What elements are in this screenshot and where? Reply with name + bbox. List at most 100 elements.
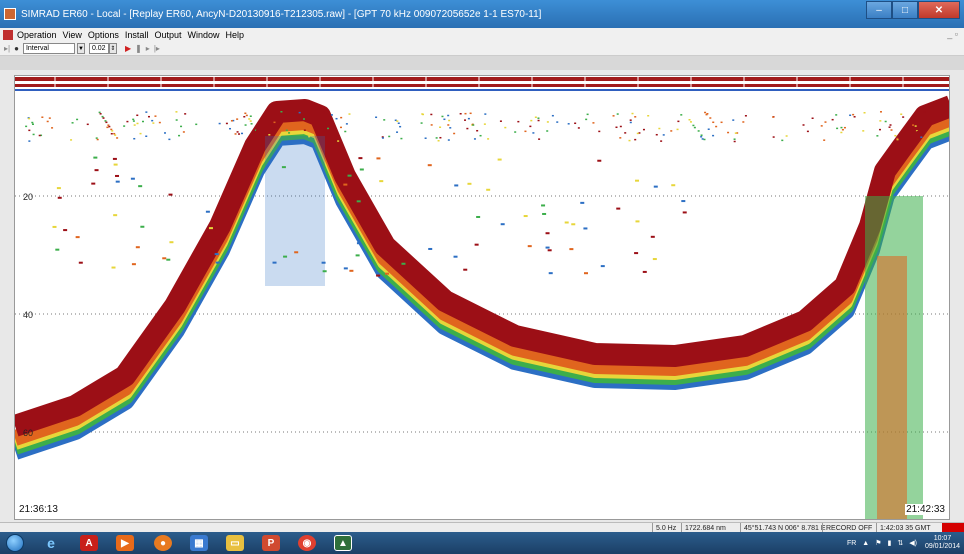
fish-echo (385, 272, 390, 275)
surface-scatter-echo (339, 126, 342, 129)
mdi-controls[interactable]: _ ▫ (947, 29, 958, 39)
surface-scatter-echo (218, 122, 221, 125)
fish-echo (542, 212, 547, 215)
surface-scatter-echo (532, 132, 535, 134)
tray-arrow-icon[interactable]: ▲ (862, 539, 870, 547)
surface-scatter-echo (705, 113, 708, 116)
surface-scatter-echo (802, 124, 805, 126)
surface-scatter-echo (40, 134, 43, 137)
network-icon[interactable]: ⇅ (897, 540, 904, 547)
fish-echo (583, 227, 588, 230)
surface-scatter-echo (624, 132, 627, 134)
child-window-icon[interactable] (3, 30, 13, 40)
maximize-button[interactable]: □ (892, 1, 918, 19)
chrome-icon[interactable]: ◉ (298, 535, 316, 551)
battery-icon[interactable]: ▮ (887, 540, 892, 547)
surface-scatter-echo (388, 135, 391, 138)
fish-echo (281, 166, 286, 169)
surface-scatter-echo (586, 113, 589, 116)
surface-scatter-echo (375, 116, 378, 119)
pause-icon[interactable]: ❚ (135, 44, 142, 53)
menu-help[interactable]: Help (225, 30, 244, 40)
surface-scatter-echo (28, 140, 31, 142)
language-indicator[interactable]: FR (846, 539, 857, 547)
rewind-icon[interactable]: ▸| (4, 44, 11, 53)
spinner-icon[interactable]: ⇕ (108, 43, 117, 54)
surface-scatter-echo (529, 125, 532, 128)
minimize-button[interactable]: – (866, 1, 892, 19)
surface-scatter-echo (268, 133, 271, 136)
menu-operation[interactable]: Operation (17, 30, 57, 40)
distance-field: 1722.684 nm (681, 523, 729, 533)
fish-echo (681, 200, 686, 203)
surface-scatter-echo (113, 132, 116, 135)
surface-scatter-echo (248, 118, 251, 120)
surface-scatter-echo (692, 124, 695, 127)
surface-scatter-echo (41, 116, 44, 118)
surface-scatter-echo (116, 137, 119, 139)
menu-install[interactable]: Install (124, 30, 149, 40)
start-button[interactable] (6, 534, 24, 552)
echogram-canvas[interactable] (15, 76, 950, 520)
acrobat-reader-icon[interactable]: A (80, 535, 98, 551)
menu-output[interactable]: Output (154, 30, 182, 40)
er60-app-icon[interactable]: ▲ (334, 535, 352, 551)
chevron-down-icon[interactable]: ▼ (76, 43, 85, 54)
surface-scatter-echo (688, 119, 691, 121)
record-dot-icon[interactable]: ● (14, 44, 19, 53)
file-explorer-icon[interactable]: ▭ (226, 535, 244, 551)
tray-clock[interactable]: 10:07 09/01/2014 (925, 535, 960, 551)
surface-scatter-echo (466, 127, 469, 130)
surface-scatter-echo (734, 132, 737, 134)
office-picture-icon[interactable]: ▦ (190, 535, 208, 551)
echogram-view[interactable]: 20 40 60 21:36:13 21:42:33 (14, 75, 950, 520)
step-icon[interactable]: |▸ (153, 44, 160, 53)
surface-scatter-echo (108, 125, 111, 128)
menu-bar: Operation View Options Install Output Wi… (0, 28, 964, 42)
surface-scatter-echo (567, 123, 570, 125)
surface-scatter-echo (273, 121, 276, 124)
menu-window[interactable]: Window (187, 30, 220, 40)
surface-scatter-echo (230, 120, 233, 122)
interval-input[interactable]: 0.02 (88, 43, 109, 54)
powerpoint-icon[interactable]: P (262, 535, 280, 551)
surface-scatter-echo (487, 138, 490, 140)
surface-scatter-echo (435, 137, 438, 139)
fish-echo (527, 245, 532, 248)
system-tray: FR ▲ ⚑ ▮ ⇅ ◀) 10:07 09/01/2014 (841, 532, 960, 554)
fish-echo (112, 157, 117, 160)
surface-scatter-echo (916, 130, 919, 133)
play-icon[interactable]: ▶ (124, 44, 132, 53)
fish-echo (130, 177, 135, 180)
menu-view[interactable]: View (62, 30, 82, 40)
surface-scatter-echo (680, 114, 683, 116)
depth-label-40: 40 (23, 310, 34, 320)
menu-options[interactable]: Options (87, 30, 119, 40)
surface-scatter-echo (577, 127, 580, 129)
internet-explorer-icon[interactable]: e (47, 535, 55, 551)
surface-scatter-echo (158, 121, 161, 124)
firefox-icon[interactable]: ● (154, 535, 172, 551)
surface-scatter-echo (105, 121, 108, 124)
volume-icon[interactable]: ◀) (909, 540, 917, 547)
surface-scatter-echo (823, 139, 826, 141)
surface-scatter-echo (841, 128, 844, 131)
mode-select[interactable]: Interval (22, 43, 75, 54)
surface-scatter-echo (647, 115, 650, 117)
surface-scatter-echo (631, 112, 634, 115)
gmt-time-field: 1:42:03 35 GMT (876, 523, 934, 533)
surface-scatter-echo (439, 136, 442, 139)
surface-scatter-echo (133, 137, 136, 140)
surface-scatter-echo (48, 117, 51, 119)
forward-icon[interactable]: ▸ (145, 44, 150, 53)
surface-scatter-echo (340, 116, 343, 119)
close-button[interactable]: ✕ (918, 1, 960, 19)
surface-scatter-echo (123, 125, 126, 127)
media-player-icon[interactable]: ▶ (116, 535, 134, 551)
surface-scatter-echo (136, 114, 139, 117)
seabed-echo-yellow (15, 114, 949, 450)
surface-scatter-echo (677, 120, 680, 123)
surface-scatter-echo (244, 124, 247, 126)
flag-icon[interactable]: ⚑ (875, 540, 882, 547)
surface-scatter-echo (397, 122, 400, 125)
